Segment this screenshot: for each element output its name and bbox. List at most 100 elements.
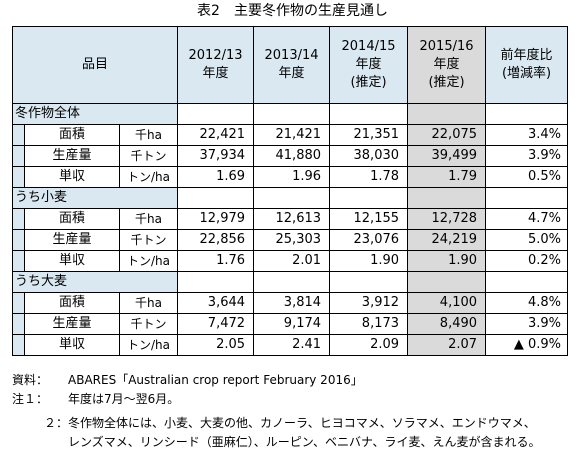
table-header-row: 品目 2012/13 年度 2013/14 年度 2014/15 年度 (推定)… [11,26,569,104]
note-1: 注１： 年度は7月～翌6月。 [12,391,179,408]
header-2012-13: 2012/13 年度 [177,26,255,104]
row-unit: 千トン [118,229,179,251]
row-value-2012-13: 7,472 [177,313,255,335]
section-empty-cell [177,271,255,293]
section-empty-cell [485,187,569,209]
note-1-text: 年度は7月～翌6月。 [68,392,180,406]
row-value-2012-13: 12,979 [177,208,255,230]
row-change-rate: ▲ 0.9% [485,334,569,356]
section-empty-cell [177,103,255,125]
note-2-text-line1: 冬作物全体には、小麦、大麦の他、カノーラ、ヒヨコマメ、ソラマメ、エンドウマメ、 [68,416,536,430]
row-value-2014-15: 21,351 [329,124,409,146]
row-unit: トン/ha [118,334,179,356]
row-unit: 千ha [118,292,179,314]
row-change-rate: 4.8% [485,292,569,314]
row-item: 単収 [24,166,120,188]
row-value-2013-14: 1.96 [253,166,331,188]
row-value-2015-16: 22,075 [407,124,487,146]
table-row: 単収 トン/ha 1.76 2.01 1.90 1.90 0.2% [12,250,569,272]
row-change-rate: 3.4% [485,124,569,146]
row-value-2012-13: 37,934 [177,145,255,167]
row-indent [12,250,25,272]
row-value-2014-15: 1.78 [329,166,409,188]
note-source-label: 資料： [12,373,49,387]
row-value-2013-14: 3,814 [253,292,331,314]
row-indent [12,145,25,167]
row-value-2012-13: 3,644 [177,292,255,314]
row-value-2015-16: 24,219 [407,229,487,251]
row-value-2013-14: 9,174 [253,313,331,335]
header-item: 品目 [11,26,179,104]
row-change-rate: 0.2% [485,250,569,272]
section-empty-cell [329,103,409,125]
row-value-2014-15: 23,076 [329,229,409,251]
row-value-2012-13: 22,856 [177,229,255,251]
row-indent [12,229,25,251]
row-value-2014-15: 3,912 [329,292,409,314]
section-row: うち大麦 [11,271,569,293]
section-empty-cell [407,187,487,209]
note-1-label: 注１： [12,392,49,406]
section-empty-cell [407,271,487,293]
table-row: 生産量 千トン 7,472 9,174 8,173 8,490 3.9% [12,313,569,335]
row-indent [12,334,25,356]
row-value-2015-16: 1.79 [407,166,487,188]
production-table: 品目 2012/13 年度 2013/14 年度 2014/15 年度 (推定)… [11,26,569,356]
row-value-2014-15: 2.09 [329,334,409,356]
header-2015-16: 2015/16 年度 (推定) [407,26,487,104]
header-2013-14: 2013/14 年度 [253,26,331,104]
row-value-2015-16: 39,499 [407,145,487,167]
row-unit: 千トン [118,313,179,335]
section-empty-cell [329,187,409,209]
table-body: 冬作物全体 面積 千ha 22,421 21,421 21,351 22,075 3.4% 生産… [11,103,569,356]
row-change-rate: 0.5% [485,166,569,188]
row-value-2012-13: 1.76 [177,250,255,272]
table-row: 面積 千ha 22,421 21,421 21,351 22,075 3.4% [12,124,569,146]
row-item: 生産量 [24,313,120,335]
row-value-2014-15: 1.90 [329,250,409,272]
row-indent [12,208,25,230]
note-source: 資料： ABARES「Australian crop report Februar… [12,372,363,389]
row-value-2013-14: 12,613 [253,208,331,230]
row-item: 生産量 [24,145,120,167]
row-value-2014-15: 38,030 [329,145,409,167]
row-value-2013-14: 2.01 [253,250,331,272]
table-title: 表2 主要冬作物の生産見通し [197,3,388,19]
section-empty-cell [253,187,331,209]
row-value-2015-16: 1.90 [407,250,487,272]
header-change-rate: 前年度比 (増減率) [485,26,569,104]
row-value-2015-16: 4,100 [407,292,487,314]
row-unit: トン/ha [118,250,179,272]
note-2: ２：冬作物全体には、小麦、大麦の他、カノーラ、ヒヨコマメ、ソラマメ、エンドウマメ… [12,415,536,432]
row-value-2013-14: 25,303 [253,229,331,251]
row-item: 面積 [24,292,120,314]
row-indent [12,166,25,188]
table-row: 単収 トン/ha 2.05 2.41 2.09 2.07 ▲ 0.9% [12,334,569,356]
row-value-2014-15: 12,155 [329,208,409,230]
row-item: 単収 [24,334,120,356]
row-indent [12,124,25,146]
table-row: 生産量 千トン 22,856 25,303 23,076 24,219 5.0% [12,229,569,251]
row-value-2012-13: 22,421 [177,124,255,146]
section-empty-cell [485,103,569,125]
row-value-2013-14: 41,880 [253,145,331,167]
note-source-text: ABARES「Australian crop report February 2… [68,373,363,387]
row-value-2013-14: 2.41 [253,334,331,356]
row-value-2015-16: 2.07 [407,334,487,356]
section-empty-cell [253,103,331,125]
row-item: 生産量 [24,229,120,251]
table-row: 面積 千ha 3,644 3,814 3,912 4,100 4.8% [12,292,569,314]
note-2-label: ２： [43,416,68,430]
section-row: うち小麦 [11,187,569,209]
row-item: 面積 [24,124,120,146]
section-empty-cell [485,271,569,293]
section-label: 冬作物全体 [11,103,179,125]
row-value-2015-16: 8,490 [407,313,487,335]
row-indent [12,313,25,335]
row-value-2014-15: 8,173 [329,313,409,335]
row-item: 単収 [24,250,120,272]
row-change-rate: 5.0% [485,229,569,251]
table-row: 面積 千ha 12,979 12,613 12,155 12,728 4.7% [12,208,569,230]
row-value-2012-13: 2.05 [177,334,255,356]
row-value-2013-14: 21,421 [253,124,331,146]
